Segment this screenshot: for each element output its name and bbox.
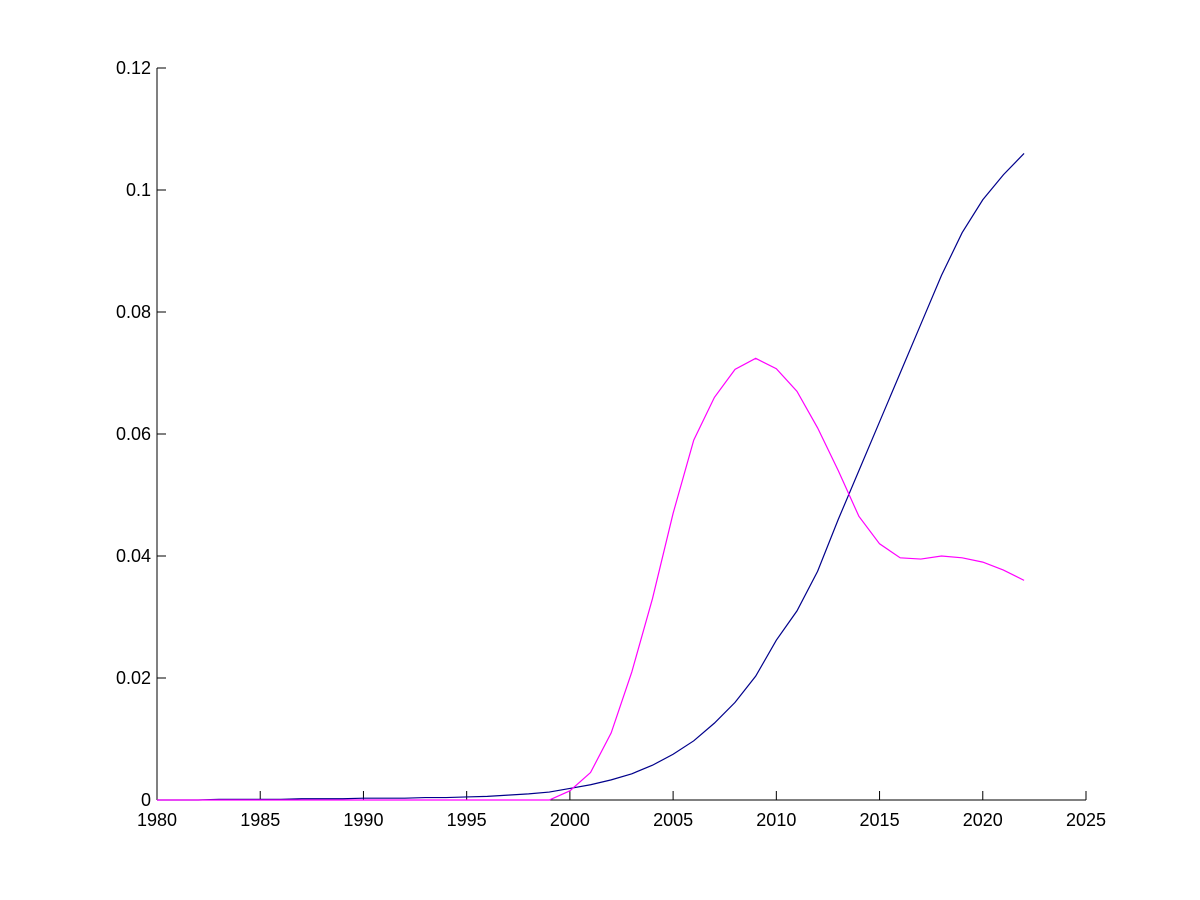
x-tick-label: 1995 [447, 810, 487, 830]
x-tick-label: 2020 [963, 810, 1003, 830]
y-tick-label: 0 [141, 790, 151, 810]
y-tick-label: 0.1 [126, 180, 151, 200]
x-tick-label: 2015 [860, 810, 900, 830]
y-tick-label: 0.12 [116, 58, 151, 78]
y-tick-label: 0.08 [116, 302, 151, 322]
x-tick-label: 2010 [756, 810, 796, 830]
x-tick-label: 1990 [343, 810, 383, 830]
x-tick-label: 2000 [550, 810, 590, 830]
y-tick-label: 0.06 [116, 424, 151, 444]
y-tick-label: 0.02 [116, 668, 151, 688]
x-tick-label: 2005 [653, 810, 693, 830]
y-tick-label: 0.04 [116, 546, 151, 566]
x-tick-label: 1985 [240, 810, 280, 830]
x-tick-label: 1980 [137, 810, 177, 830]
line-series [157, 357, 1025, 801]
x-tick-label: 2025 [1066, 810, 1106, 830]
line-series [157, 152, 1025, 801]
